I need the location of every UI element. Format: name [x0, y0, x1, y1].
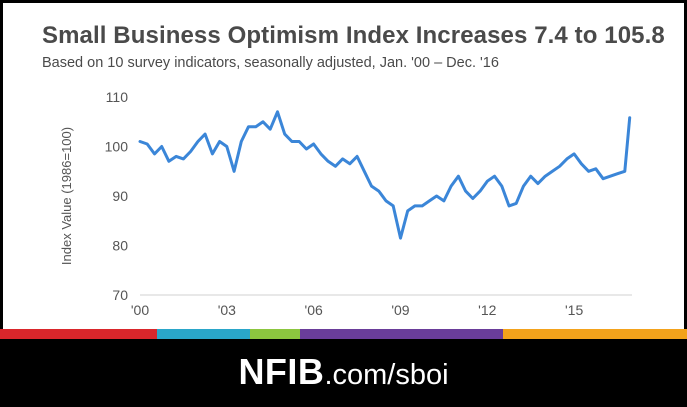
- brand-link[interactable]: NFIB.com/sboi: [238, 351, 448, 393]
- brand-url: .com/sboi: [324, 359, 449, 391]
- x-tick-label: '12: [478, 302, 496, 318]
- chart-title: Small Business Optimism Index Increases …: [42, 22, 665, 49]
- color-stripe: [503, 329, 687, 339]
- chart-panel: [3, 3, 684, 329]
- y-tick-label: 70: [112, 287, 128, 303]
- brand-logo: NFIB: [238, 351, 325, 392]
- brand-footer: NFIB.com/sboi: [0, 339, 687, 407]
- line-chart: 70 80 90 100 110 '00 '03 '06 '09 '12 '15 Index Valu…: [59, 89, 632, 318]
- color-stripe: [300, 329, 503, 339]
- x-tick-label: '15: [565, 302, 583, 318]
- y-tick-label: 90: [112, 188, 128, 204]
- x-tick-label: '09: [391, 302, 409, 318]
- series-line: [138, 110, 632, 240]
- x-tick-label: '00: [131, 302, 149, 318]
- color-stripe: [157, 329, 250, 339]
- color-stripe: [250, 329, 300, 339]
- y-tick-label: 110: [106, 89, 129, 105]
- y-tick-label: 100: [105, 139, 129, 155]
- color-stripe: [0, 329, 157, 339]
- color-stripe-bar: [0, 329, 687, 339]
- chart-subtitle: Based on 10 survey indicators, seasonall…: [42, 55, 499, 71]
- y-tick-label: 80: [112, 238, 128, 254]
- x-tick-label: '06: [305, 302, 323, 318]
- x-tick-label: '03: [218, 302, 236, 318]
- y-axis-label: Index Value (1986=100): [59, 127, 74, 265]
